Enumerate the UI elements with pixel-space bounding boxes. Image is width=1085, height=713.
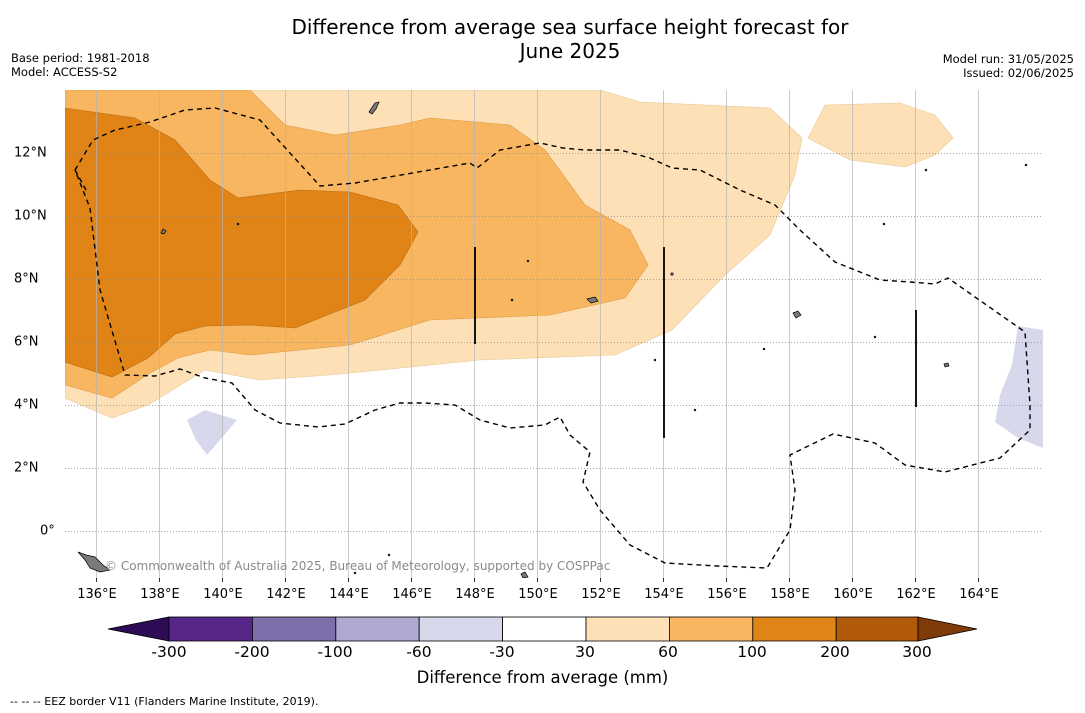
islet — [353, 571, 357, 575]
islet — [924, 168, 928, 172]
y-tick-label: 0° — [40, 523, 55, 539]
island-palau — [160, 228, 167, 235]
colorbar — [107, 616, 978, 642]
x-tick-label: 136°E — [77, 587, 117, 602]
islet — [387, 553, 391, 557]
colorbar-label: -60 — [406, 643, 432, 661]
colorbar-swatch — [251, 616, 337, 642]
anomaly-area-neg-30-60-east — [995, 326, 1043, 448]
islet — [653, 358, 657, 362]
islet — [882, 222, 886, 226]
model-run-text: Model run: 31/05/2025 — [942, 52, 1074, 66]
islet — [670, 272, 674, 276]
colorbar-swatch — [752, 616, 837, 642]
x-tick-label: 160°E — [833, 587, 873, 602]
x-tick-label: 146°E — [392, 587, 432, 602]
colorbar-label: -300 — [151, 643, 187, 661]
title-line-2: June 2025 — [519, 39, 621, 63]
base-period-text: Base period: 1981-2018 — [11, 51, 150, 65]
eez-legend-footnote: -- -- -- EEZ border V11 (Flanders Marine… — [10, 695, 319, 708]
colorbar-swatch — [835, 616, 919, 642]
colorbar-title: Difference from average (mm) — [416, 668, 669, 687]
x-tick-label: 142°E — [266, 587, 306, 602]
island-pohnpei — [792, 310, 802, 319]
x-tick-label: 144°E — [329, 587, 369, 602]
x-tick-label: 140°E — [203, 587, 243, 602]
island-new-guinea-north — [77, 551, 111, 573]
x-tick-label: 158°E — [770, 587, 810, 602]
islet — [236, 222, 240, 226]
island-small-east — [520, 571, 529, 578]
islet — [510, 298, 514, 302]
islands — [77, 101, 1028, 578]
boundary-segments — [474, 247, 917, 438]
islet — [873, 335, 877, 339]
meta-right: Model run: 31/05/2025 Issued: 02/06/2025 — [943, 52, 1074, 80]
eez-border-line-west — [74, 169, 87, 191]
colorbar-swatch — [168, 616, 253, 642]
y-tick-label: 6°N — [14, 334, 39, 350]
islet — [1024, 163, 1028, 167]
anomaly-area-100-200 — [65, 107, 419, 378]
colorbar-extend-min — [107, 616, 170, 642]
x-tick-label: 150°E — [518, 587, 558, 602]
colorbar-label: -100 — [317, 643, 353, 661]
x-tick-label: 156°E — [707, 587, 747, 602]
colorbar-label: 300 — [902, 643, 932, 661]
x-tick-label: 162°E — [896, 587, 936, 602]
map-panel — [65, 90, 1043, 578]
colorbar-swatch — [502, 616, 587, 642]
colorbar-label: 60 — [658, 643, 678, 661]
chart-title: Difference from average sea surface heig… — [0, 15, 1085, 63]
eez-border-line — [74, 107, 1031, 569]
x-tick-label: 154°E — [644, 587, 684, 602]
island-kosrae — [943, 362, 950, 368]
colorbar-label: -200 — [234, 643, 270, 661]
colorbar-swatch — [585, 616, 670, 642]
x-tick-label: 152°E — [581, 587, 621, 602]
islet — [693, 408, 697, 412]
islet — [526, 259, 530, 263]
colorbar-extend-max — [917, 616, 978, 642]
meta-left: Base period: 1981-2018 Model: ACCESS-S2 — [11, 51, 150, 79]
x-tick-label: 148°E — [455, 587, 495, 602]
anomaly-area-neg-30-60-west — [187, 410, 237, 455]
y-tick-label: 4°N — [14, 397, 39, 413]
colorbar-label: 30 — [575, 643, 595, 661]
anomaly-area-30-60-east — [807, 102, 954, 168]
colorbar-swatch — [418, 616, 504, 642]
y-tick-label: 12°N — [14, 145, 47, 161]
x-tick-label: 138°E — [140, 587, 180, 602]
x-tick-label: 164°E — [959, 587, 999, 602]
copyright-credit: © Commonwealth of Australia 2025, Bureau… — [105, 559, 611, 573]
colorbar-label: 100 — [737, 643, 767, 661]
title-line-1: Difference from average sea surface heig… — [291, 15, 849, 39]
island-guam — [368, 101, 380, 115]
x-tick-marks — [96, 578, 979, 582]
colorbar-swatch — [335, 616, 420, 642]
y-tick-label: 10°N — [14, 208, 47, 224]
y-tick-label: 8°N — [14, 271, 39, 287]
colorbar-label: 200 — [820, 643, 850, 661]
model-text: Model: ACCESS-S2 — [11, 65, 118, 79]
island-chuuk — [586, 296, 599, 304]
latitude-gridlines — [65, 153, 1043, 532]
islet — [762, 347, 766, 351]
issued-text: Issued: 02/06/2025 — [963, 66, 1074, 80]
colorbar-label: -30 — [489, 643, 515, 661]
y-tick-label: 2°N — [14, 460, 39, 476]
colorbar-swatch — [669, 616, 754, 642]
